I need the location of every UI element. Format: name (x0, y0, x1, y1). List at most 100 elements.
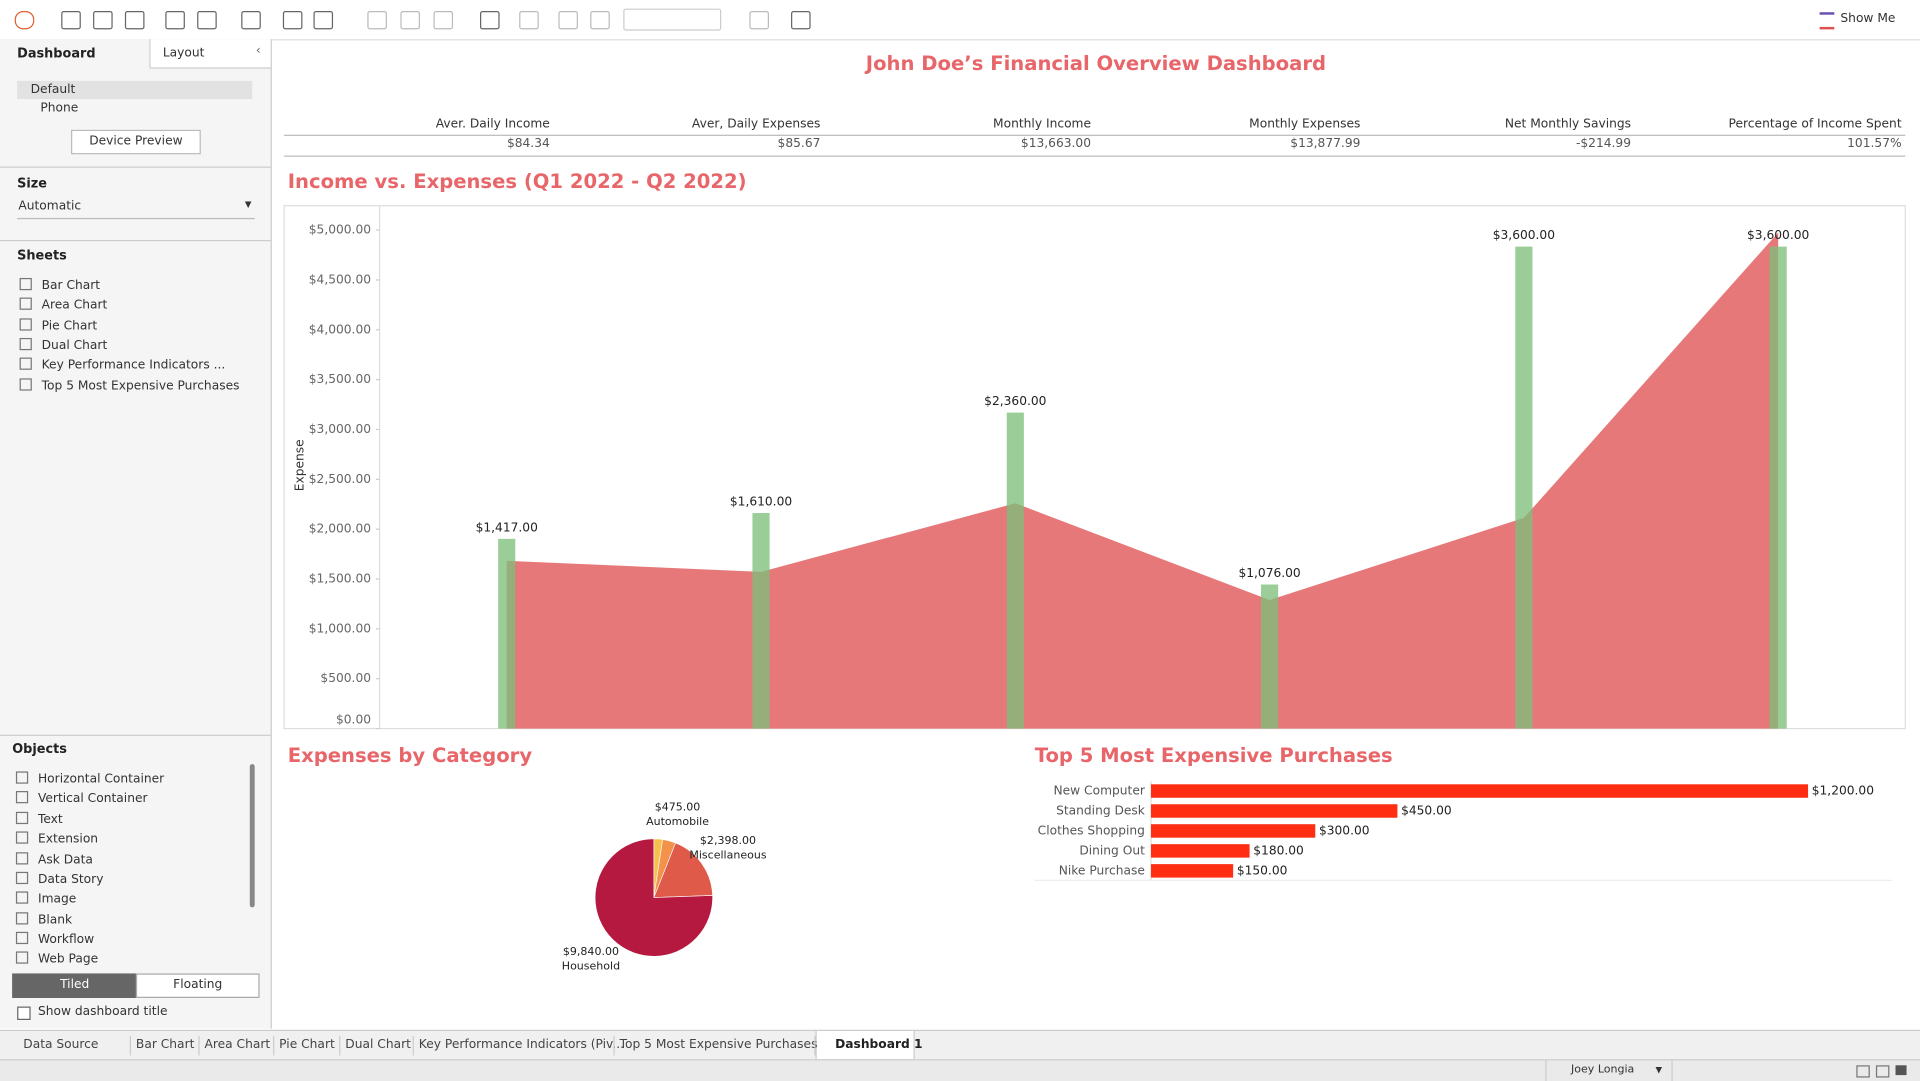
data-label: $3,600.00 (1493, 228, 1555, 242)
tiled-button[interactable]: Tiled (12, 973, 138, 998)
sheet-icon (19, 337, 32, 351)
object-item[interactable]: Vertical Container (15, 791, 148, 806)
sidebar-tab[interactable]: Dashboard (0, 39, 151, 69)
pin-button[interactable] (590, 11, 610, 30)
object-item[interactable]: Text (15, 811, 63, 827)
fit-dropdown[interactable] (623, 8, 722, 31)
object-item[interactable]: Horizontal Container (15, 771, 164, 786)
sheet-item[interactable]: Bar Chart (19, 277, 100, 293)
object-icon (15, 852, 29, 865)
sheet-name: Area Chart (41, 298, 108, 313)
y-tick-label: $1,500.00 (309, 572, 371, 586)
bar (1261, 584, 1279, 729)
sheet-item[interactable]: Area Chart (19, 297, 108, 313)
sheet-tabs: Data Source Bar Chart Area Chart Pie Chart D… (0, 1029, 1920, 1061)
data-label: $150.00 (1237, 863, 1288, 877)
checkbox[interactable] (17, 1006, 31, 1021)
slice-value-label: $9,840.00 (563, 945, 619, 958)
sidebar-tab[interactable]: Layout ‹ (150, 39, 271, 69)
presentation-button[interactable] (791, 11, 811, 30)
group-button[interactable] (519, 11, 539, 30)
show-me-button[interactable]: Show Me (1840, 12, 1896, 26)
object-name: Ask Data (37, 853, 93, 867)
kpi-header: Aver. Daily Income (435, 117, 550, 132)
status-bar: Joey Longia ▼ (0, 1059, 1920, 1081)
category-label: Clothes Shopping (1038, 823, 1145, 837)
swap-button[interactable] (367, 11, 387, 30)
dropdown-arrow[interactable]: ▼ (244, 199, 252, 210)
object-item[interactable]: Data Story (15, 871, 103, 887)
user-menu[interactable] (1545, 1060, 1673, 1081)
scrollbar[interactable] (249, 764, 255, 908)
divider (0, 240, 271, 242)
object-icon (15, 931, 29, 945)
section-heading: Sheets (17, 248, 67, 264)
sheet-icon (19, 378, 32, 391)
sheet-tab: Key Performance Indicators (Piv... (418, 1038, 625, 1052)
object-name: Workflow (37, 933, 95, 947)
view-toggle[interactable] (1895, 1065, 1907, 1076)
device-selected[interactable] (17, 80, 253, 100)
y-tick-label: $4,000.00 (309, 322, 371, 336)
object-icon (15, 951, 29, 964)
view-toggle[interactable] (1875, 1065, 1890, 1078)
sheet-item[interactable]: Dual Chart (19, 337, 107, 353)
device-preview-button[interactable]: Device Preview (71, 129, 201, 155)
object-item[interactable]: Workflow (15, 931, 95, 947)
collapse-icon[interactable]: ‹ (255, 44, 261, 58)
user-name[interactable]: Joey Longia (1571, 1064, 1635, 1077)
floating-button[interactable]: Floating (135, 973, 260, 998)
undo-button[interactable] (61, 11, 81, 30)
object-item[interactable]: Ask Data (15, 852, 93, 867)
object-name: Blank (37, 913, 73, 927)
object-item[interactable]: Extension (15, 831, 99, 847)
sort-desc-button[interactable] (433, 11, 454, 30)
label-button[interactable] (558, 11, 578, 30)
size-dropdown[interactable]: Automatic (18, 199, 82, 214)
kpi-value: $13,663.00 (1020, 137, 1092, 151)
object-name: Image (37, 892, 77, 907)
data-label: $1,417.00 (476, 520, 538, 534)
object-item[interactable]: Image (15, 891, 77, 907)
data-label: $300.00 (1319, 823, 1370, 837)
redo-menu[interactable] (124, 11, 145, 30)
sheet-icon (19, 318, 32, 331)
device-option[interactable]: Phone (40, 101, 79, 116)
object-name: Extension (37, 832, 99, 847)
kpi-value: $85.67 (777, 137, 821, 151)
checkbox-label[interactable]: Show dashboard title (37, 1005, 168, 1019)
clear-button[interactable] (313, 11, 334, 30)
bar (1151, 844, 1250, 858)
chart-title: Expenses by Category (288, 744, 533, 767)
highlight-button[interactable] (480, 11, 500, 30)
sheet-item[interactable]: Key Performance Indicators ... (19, 357, 225, 372)
data-label: $3,600.00 (1747, 228, 1809, 242)
redo-button[interactable] (93, 11, 113, 30)
tab-divider (198, 1035, 200, 1056)
sort-asc-button[interactable] (400, 11, 421, 30)
category-label: Dining Out (1079, 843, 1145, 857)
duplicate-button[interactable] (282, 11, 303, 30)
device-option[interactable]: Default (30, 83, 76, 97)
object-item[interactable]: Web Page (15, 951, 98, 966)
data-label: $1,076.00 (1238, 566, 1300, 580)
sidebar: Dashboard Layout ‹ Default Phone Device P… (0, 39, 272, 1029)
bar (752, 513, 770, 729)
sheet-item[interactable]: Pie Chart (19, 318, 97, 333)
tab-divider (129, 1035, 132, 1056)
bar (1006, 412, 1024, 729)
sheet-icon (19, 357, 32, 370)
data-label: $180.00 (1253, 843, 1304, 857)
labels-toggle[interactable] (749, 11, 769, 30)
save-button[interactable] (165, 11, 185, 30)
dropdown-arrow[interactable]: ▼ (1655, 1065, 1663, 1076)
new-data-button[interactable] (197, 11, 217, 30)
object-item[interactable]: Blank (15, 912, 73, 927)
slice-category-label: Automobile (646, 815, 709, 828)
view-toggle[interactable] (1856, 1065, 1870, 1078)
sheet-item[interactable]: Top 5 Most Expensive Purchases (19, 378, 240, 393)
divider (0, 166, 271, 168)
new-sheet-button[interactable] (241, 11, 261, 30)
tab-label: Layout (162, 46, 205, 61)
